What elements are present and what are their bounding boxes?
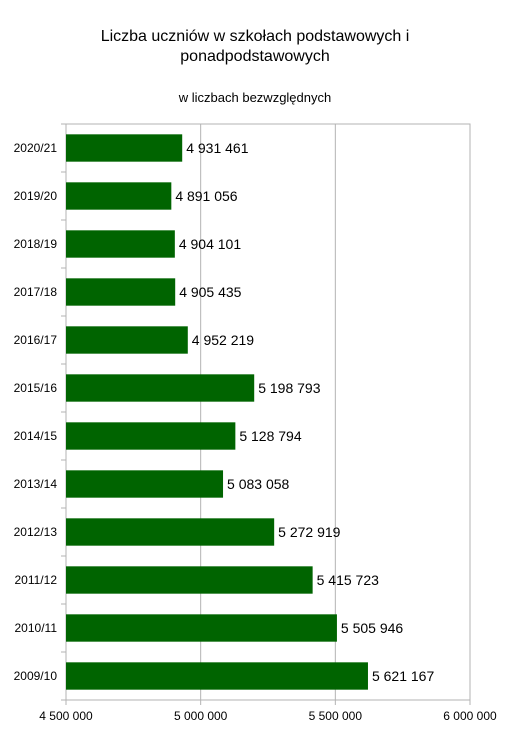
- data-label-2012-13: 5 272 919: [278, 524, 340, 540]
- chart-title-line-1: Liczba uczniów w szkołach podstawowych i: [101, 28, 410, 45]
- category-label-2011-12: 2011/12: [15, 573, 58, 587]
- bar-2014-15: [66, 422, 236, 450]
- chart-title-line-2: ponadpodstawowych: [180, 48, 329, 65]
- bar-2020-21: [66, 134, 183, 162]
- category-label-2019-20: 2019/20: [14, 189, 58, 203]
- bar-2018-19: [66, 230, 175, 258]
- data-label-2011-12: 5 415 723: [317, 572, 379, 588]
- category-label-2015-16: 2015/16: [14, 381, 58, 395]
- bar-2017-18: [66, 278, 176, 306]
- x-tick-label-0: 4 500 000: [39, 709, 93, 723]
- data-label-2019-20: 4 891 056: [175, 188, 237, 204]
- data-label-2018-19: 4 904 101: [179, 236, 241, 252]
- gridlines: [200, 124, 336, 700]
- y-axis-categories: 2020/21 2019/20 2018/19 2017/18 2016/17 2015/…: [14, 123, 66, 701]
- category-label-2013-14: 2013/14: [14, 477, 58, 491]
- x-tick-label-3: 6 000 000: [443, 709, 497, 723]
- category-label-2016-17: 2016/17: [14, 333, 58, 347]
- category-label-2014-15: 2014/15: [14, 429, 58, 443]
- bar-2016-17: [66, 326, 188, 354]
- data-label-2014-15: 5 128 794: [239, 428, 301, 444]
- data-label-2009-10: 5 621 167: [372, 668, 434, 684]
- data-label-2015-16: 5 198 793: [258, 380, 320, 396]
- bar-2011-12: [66, 566, 313, 594]
- category-label-2020-21: 2020/21: [14, 141, 58, 155]
- data-label-2013-14: 5 083 058: [227, 476, 289, 492]
- bar-2019-20: [66, 182, 172, 210]
- chart-subtitle: w liczbach bezwzględnych: [178, 90, 331, 105]
- bar-2010-11: [66, 614, 337, 642]
- data-label-2017-18: 4 905 435: [179, 284, 241, 300]
- x-tick-label-2: 5 500 000: [309, 709, 363, 723]
- data-labels: 4 931 461 4 891 056 4 904 101 4 905 435 4 95…: [175, 140, 434, 684]
- bar-2012-13: [66, 518, 275, 546]
- plot-area: [65, 123, 471, 701]
- bars: [66, 134, 368, 690]
- category-label-2017-18: 2017/18: [14, 285, 58, 299]
- category-label-2012-13: 2012/13: [14, 525, 58, 539]
- bar-2015-16: [66, 374, 255, 402]
- data-label-2010-11: 5 505 946: [341, 620, 403, 636]
- x-axis-ticks: 4 500 000 5 000 000 5 500 000 6 000 000: [39, 700, 497, 723]
- data-label-2016-17: 4 952 219: [192, 332, 254, 348]
- bar-2009-10: [66, 662, 368, 690]
- bar-2013-14: [66, 470, 224, 498]
- category-label-2010-11: 2010/11: [15, 621, 58, 635]
- category-label-2009-10: 2009/10: [14, 669, 58, 683]
- category-label-2018-19: 2018/19: [14, 237, 58, 251]
- x-tick-label-1: 5 000 000: [174, 709, 228, 723]
- data-label-2020-21: 4 931 461: [186, 140, 248, 156]
